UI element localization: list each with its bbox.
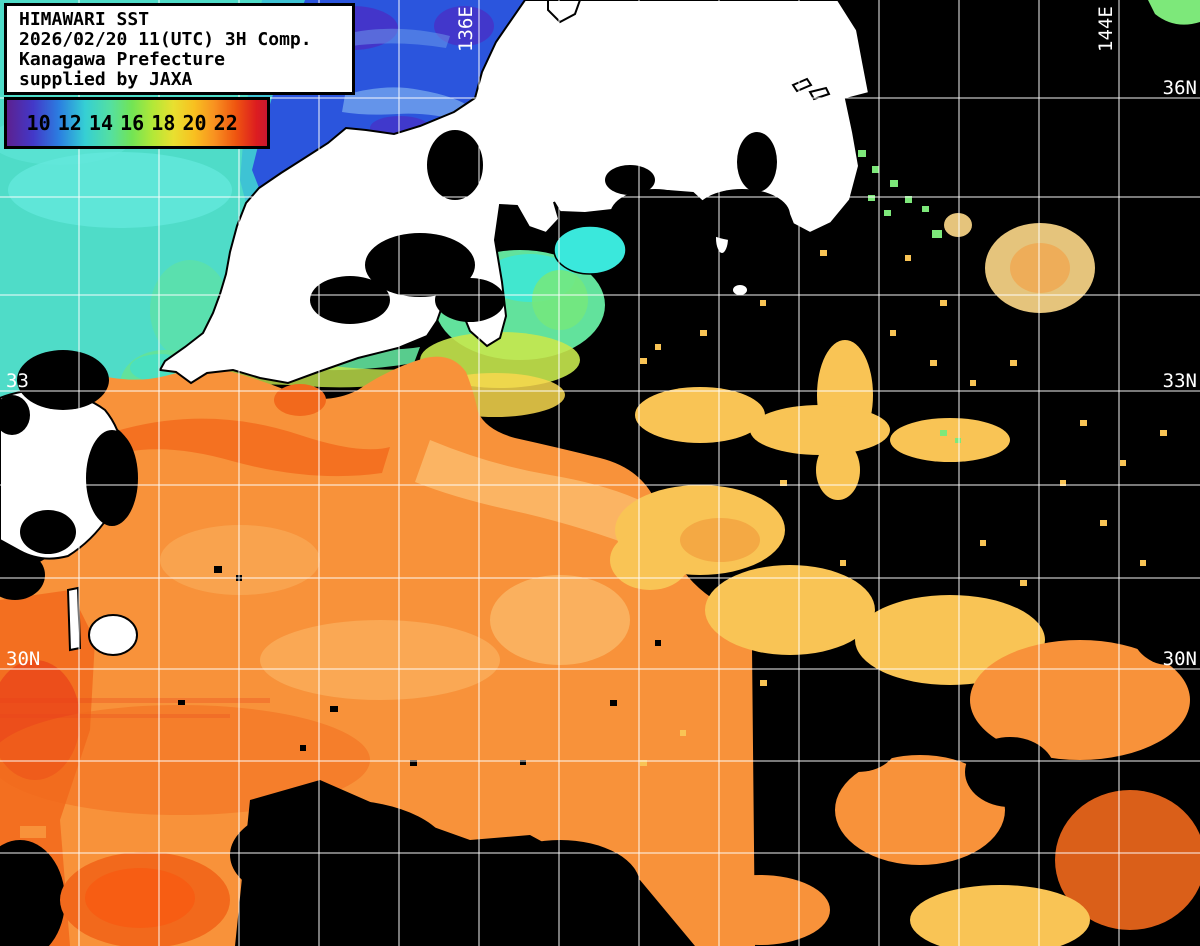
temperature-colorbar: 10 12 14 16 18 20 22 xyxy=(4,97,270,149)
latitude-label-right: 30N xyxy=(1163,648,1197,670)
latitude-label-left: 33 xyxy=(6,370,29,392)
green-anomaly-specks xyxy=(858,0,1200,238)
colorbar-tick: 14 xyxy=(88,111,114,135)
title-line-product: HIMAWARI SST xyxy=(19,9,150,30)
title-line-region: Kanagawa Prefecture xyxy=(19,49,225,70)
latitude-label-left: 30N xyxy=(6,648,40,670)
colorbar-tick: 22 xyxy=(213,111,238,135)
longitude-label: 136E xyxy=(455,6,477,52)
longitude-label: 144E xyxy=(1095,6,1117,52)
colorbar-tick: 10 xyxy=(26,111,51,135)
colorbar-tick: 18 xyxy=(151,111,176,135)
latitude-label-right: 33N xyxy=(1163,370,1197,392)
cloud-field-warm-patches xyxy=(20,213,1200,946)
colorbar-tick: 16 xyxy=(120,111,145,135)
bay-water-pockets xyxy=(532,225,627,330)
title-line-datetime: 2026/02/20 11(UTC) 3H Comp. xyxy=(19,29,312,50)
cloud-mask-south xyxy=(0,425,695,946)
title-line-credit: supplied by JAXA xyxy=(19,69,193,90)
title-box: HIMAWARI SST 2026/02/20 11(UTC) 3H Comp.… xyxy=(4,3,355,95)
cloud-mask-land xyxy=(0,130,790,554)
colorbar-tick: 12 xyxy=(57,111,82,135)
geo-labels: 136E 144E 36N 33N 30N 33 30N xyxy=(6,6,1197,670)
latitude-label-right: 36N xyxy=(1163,77,1197,99)
colorbar-tick: 20 xyxy=(182,111,207,135)
